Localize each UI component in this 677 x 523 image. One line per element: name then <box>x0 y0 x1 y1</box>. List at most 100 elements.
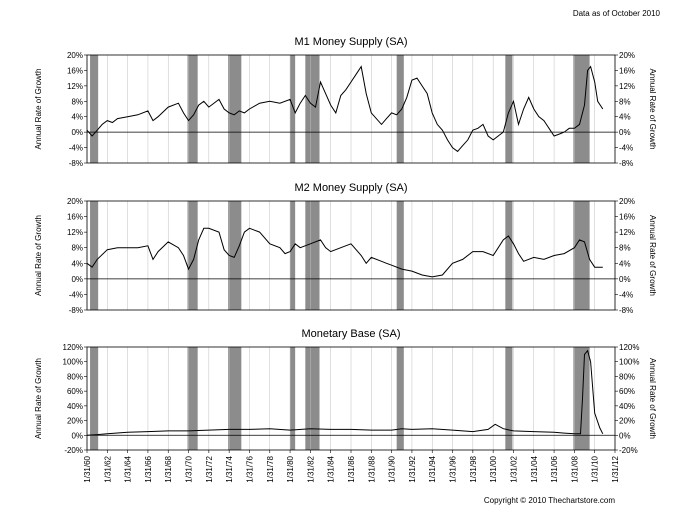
x-tick-label: 1/31/74 <box>225 455 234 482</box>
x-tick-label: 1/31/66 <box>144 455 153 482</box>
y-tick-label-right: 0% <box>619 431 631 440</box>
y-tick-label-left: -8% <box>69 159 83 168</box>
y-tick-label-left: 12% <box>67 228 83 237</box>
x-tick-label: 1/31/68 <box>164 455 173 482</box>
recession-band-7 <box>573 201 590 310</box>
recession-band-1 <box>187 347 198 450</box>
x-axis: 1/31/60 1/31/62 1/31/64 1/31/66 1/31/68 1/31/… <box>83 450 620 483</box>
m1-money-supply-panel: -8% -8% -4% -4% 0% 0% 4% 4% 8% 8% 12% 12% 16% 16% 20% 2… <box>34 36 657 168</box>
y-tick-label-left: 20% <box>67 51 83 60</box>
y-tick-label-left: 120% <box>63 343 83 352</box>
y-axis-label-left: Annual Rate of Growth <box>34 215 43 296</box>
plot-frame <box>86 200 616 311</box>
y-tick-label-left: 80% <box>67 372 83 381</box>
y-tick-label-right: -8% <box>619 306 633 315</box>
y-tick-label-left: 60% <box>67 387 83 396</box>
y-tick-label-right: 120% <box>619 343 639 352</box>
x-tick-label: 1/31/88 <box>367 455 376 482</box>
recession-band-5 <box>396 201 404 310</box>
recession-band-6 <box>505 55 513 163</box>
recession-band-6 <box>505 201 513 310</box>
x-tick-label: 1/31/76 <box>245 455 254 482</box>
y-tick-label-right: -4% <box>619 290 633 299</box>
x-tick-label: 1/31/70 <box>185 455 194 482</box>
y-tick-label-left: 8% <box>71 97 83 106</box>
series-line <box>86 349 604 436</box>
y-axis-label-left: Annual Rate of Growth <box>34 358 43 439</box>
recession-band-3 <box>290 201 296 310</box>
y-tick-label-right: 80% <box>619 372 635 381</box>
y-tick-label-right: -8% <box>619 159 633 168</box>
x-tick-label: 1/31/90 <box>388 455 397 482</box>
y-tick-label-left: 40% <box>67 402 83 411</box>
y-tick-label-left: -8% <box>69 306 83 315</box>
y-tick-label-right: 12% <box>619 228 635 237</box>
y-tick-label-right: 16% <box>619 66 635 75</box>
x-tick-label: 1/31/98 <box>469 455 478 482</box>
y-axis-label-right: Annual Rate of Growth <box>648 215 657 296</box>
y-tick-label-right: 0% <box>619 275 631 284</box>
x-tick-label: 1/31/86 <box>347 455 356 482</box>
y-tick-label-right: 20% <box>619 417 635 426</box>
y-tick-label-left: 20% <box>67 197 83 206</box>
x-tick-label: 1/31/96 <box>449 455 458 482</box>
y-tick-label-right: 0% <box>619 128 631 137</box>
y-tick-label-left: 8% <box>71 244 83 253</box>
y-tick-label-left: 0% <box>71 275 83 284</box>
y-tick-label-left: -4% <box>69 290 83 299</box>
y-tick-label-right: 60% <box>619 387 635 396</box>
y-tick-label-right: 16% <box>619 213 635 222</box>
x-tick-label: 1/31/94 <box>428 455 437 482</box>
y-tick-label-left: 4% <box>71 113 83 122</box>
recession-band-4 <box>305 347 320 450</box>
y-tick-label-right: 4% <box>619 259 631 268</box>
y-tick-label-left: 100% <box>63 358 83 367</box>
recession-band-0 <box>90 55 99 163</box>
recession-band-4 <box>305 55 320 163</box>
y-tick-label-left: 4% <box>71 259 83 268</box>
y-tick-label-right: -20% <box>619 446 638 455</box>
x-tick-label: 1/31/12 <box>611 455 620 482</box>
recession-band-7 <box>573 55 590 163</box>
y-tick-label-left: 0% <box>71 431 83 440</box>
monetary-base-panel: -20% -20% 0% 0% 20% 20% 40% 40% 60% 60% 80% 80% 100%… <box>34 328 657 455</box>
x-tick-label: 1/31/78 <box>266 455 275 482</box>
y-tick-label-right: 100% <box>619 358 639 367</box>
panel-title: M2 Money Supply (SA) <box>294 182 407 194</box>
y-tick-label-right: 12% <box>619 82 635 91</box>
x-tick-label: 1/31/08 <box>570 455 579 482</box>
recession-band-1 <box>187 55 198 163</box>
m2-money-supply-panel: -8% -8% -4% -4% 0% 0% 4% 4% 8% 8% 12% 12% 16% 16% 20% 2… <box>34 182 657 315</box>
x-tick-label: 1/31/82 <box>306 455 315 482</box>
y-tick-label-left: 12% <box>67 82 83 91</box>
recession-band-7 <box>573 347 590 450</box>
y-tick-label-right: 20% <box>619 197 635 206</box>
y-axis-label-right: Annual Rate of Growth <box>648 69 657 150</box>
recession-band-2 <box>228 55 242 163</box>
y-tick-label-left: -20% <box>64 446 83 455</box>
x-tick-label: 1/31/10 <box>591 455 600 482</box>
y-tick-label-left: 16% <box>67 66 83 75</box>
recession-band-1 <box>187 201 198 310</box>
y-tick-label-right: -4% <box>619 144 633 153</box>
x-tick-label: 1/31/62 <box>103 455 112 482</box>
x-tick-label: 1/31/00 <box>489 455 498 482</box>
x-tick-label: 1/31/84 <box>327 455 336 482</box>
y-tick-label-left: 20% <box>67 417 83 426</box>
y-tick-label-left: -4% <box>69 144 83 153</box>
recession-band-3 <box>290 347 296 450</box>
x-tick-label: 1/31/60 <box>83 455 92 482</box>
recession-band-0 <box>90 347 99 450</box>
x-tick-label: 1/31/80 <box>286 455 295 482</box>
y-tick-label-right: 8% <box>619 97 631 106</box>
x-tick-label: 1/31/04 <box>530 455 539 482</box>
data-date-note: Data as of October 2010 <box>573 9 661 18</box>
recession-band-4 <box>305 201 320 310</box>
y-tick-label-left: 16% <box>67 213 83 222</box>
y-axis-label-left: Annual Rate of Growth <box>34 69 43 150</box>
panel-title: M1 Money Supply (SA) <box>294 36 407 48</box>
y-tick-label-right: 4% <box>619 113 631 122</box>
x-tick-label: 1/31/02 <box>509 455 518 482</box>
y-tick-label-right: 20% <box>619 51 635 60</box>
recession-band-2 <box>228 347 242 450</box>
